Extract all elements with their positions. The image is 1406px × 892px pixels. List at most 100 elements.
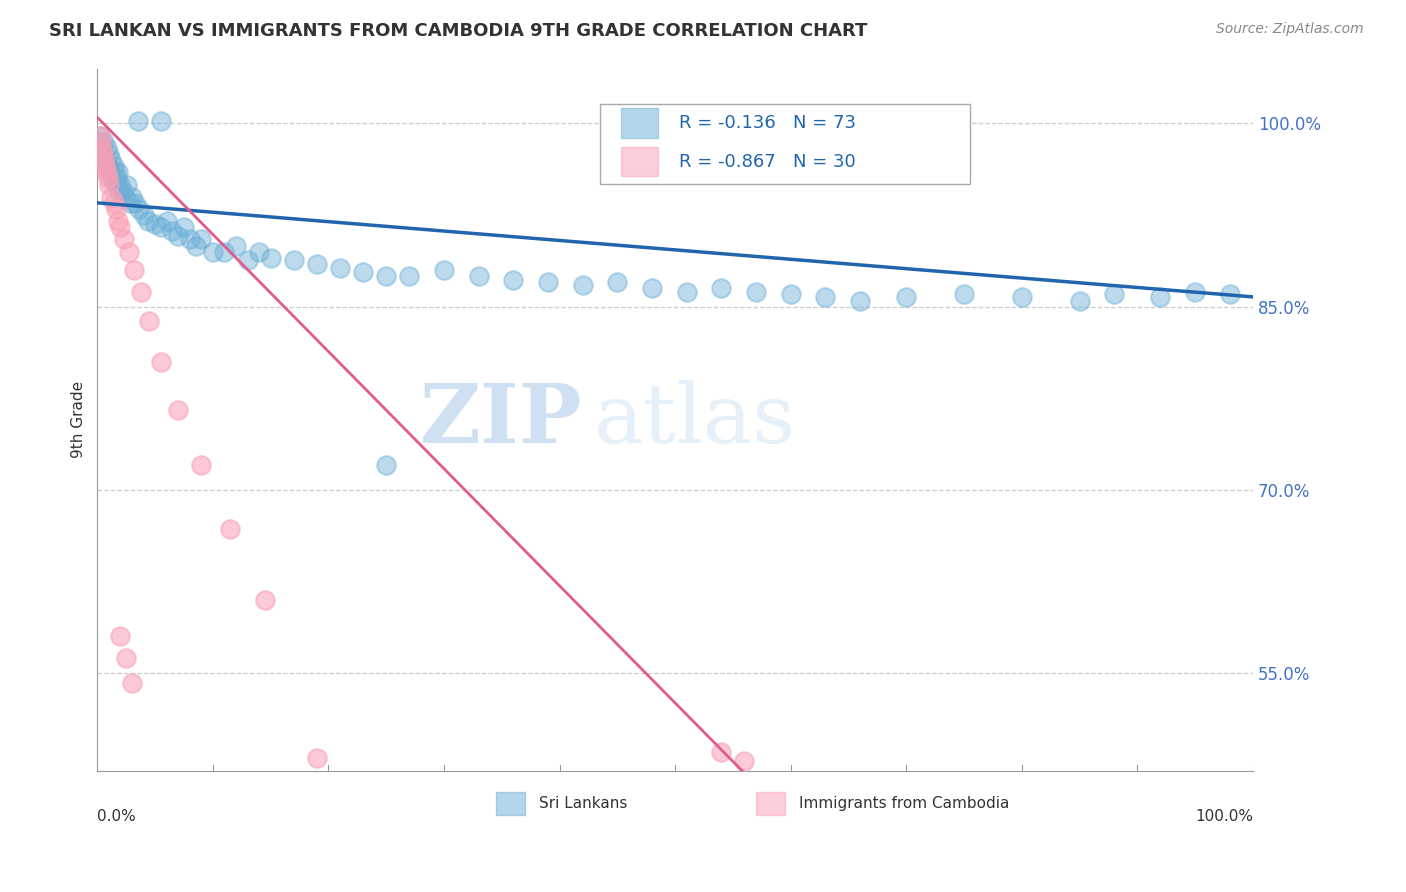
- Point: [253, 592, 276, 607]
- Point: [91, 147, 114, 161]
- Point: [375, 269, 398, 284]
- Point: [201, 244, 224, 259]
- Point: [127, 114, 149, 128]
- Point: [149, 354, 172, 368]
- Point: [89, 128, 111, 143]
- Point: [90, 135, 112, 149]
- Point: [117, 178, 139, 192]
- Point: [225, 238, 247, 252]
- Point: [96, 141, 118, 155]
- Point: [121, 675, 143, 690]
- Point: [1219, 287, 1241, 301]
- Point: [849, 293, 872, 308]
- Point: [136, 214, 159, 228]
- Point: [97, 147, 120, 161]
- Point: [1011, 290, 1033, 304]
- Point: [537, 275, 560, 289]
- Point: [105, 171, 128, 186]
- Point: [124, 195, 146, 210]
- Point: [710, 745, 733, 759]
- Point: [100, 153, 122, 167]
- Point: [467, 269, 489, 284]
- Point: [247, 244, 270, 259]
- Point: [129, 285, 152, 299]
- Point: [89, 128, 111, 143]
- Text: SRI LANKAN VS IMMIGRANTS FROM CAMBODIA 9TH GRADE CORRELATION CHART: SRI LANKAN VS IMMIGRANTS FROM CAMBODIA 9…: [49, 22, 868, 40]
- Point: [107, 165, 129, 179]
- Point: [236, 253, 259, 268]
- Point: [103, 159, 125, 173]
- Point: [260, 251, 283, 265]
- Point: [1069, 293, 1091, 308]
- Point: [91, 144, 114, 158]
- Point: [111, 184, 134, 198]
- Point: [97, 171, 120, 186]
- Point: [91, 147, 114, 161]
- Point: [94, 153, 117, 167]
- Point: [710, 281, 733, 295]
- Point: [352, 265, 374, 279]
- Point: [149, 220, 172, 235]
- Text: Immigrants from Cambodia: Immigrants from Cambodia: [799, 797, 1010, 811]
- Point: [124, 263, 146, 277]
- Point: [103, 195, 125, 210]
- Point: [179, 232, 201, 246]
- Point: [100, 190, 122, 204]
- Point: [305, 751, 328, 765]
- Point: [98, 165, 121, 179]
- Point: [219, 522, 242, 536]
- FancyBboxPatch shape: [496, 792, 524, 815]
- Point: [110, 629, 132, 643]
- Point: [571, 277, 593, 292]
- Point: [97, 159, 120, 173]
- Text: R = -0.136   N = 73: R = -0.136 N = 73: [679, 114, 856, 132]
- Point: [329, 260, 352, 275]
- Point: [121, 190, 143, 204]
- Text: Sri Lankans: Sri Lankans: [538, 797, 627, 811]
- Point: [675, 285, 697, 299]
- Point: [96, 165, 118, 179]
- Point: [283, 253, 305, 268]
- FancyBboxPatch shape: [621, 147, 658, 177]
- Point: [94, 159, 117, 173]
- Point: [305, 257, 328, 271]
- Y-axis label: 9th Grade: 9th Grade: [72, 381, 86, 458]
- Point: [104, 178, 127, 192]
- Point: [398, 269, 420, 284]
- Point: [110, 178, 132, 192]
- Point: [745, 285, 768, 299]
- Point: [433, 263, 456, 277]
- Point: [97, 178, 120, 192]
- Point: [1184, 285, 1206, 299]
- Point: [606, 275, 628, 289]
- Text: 0.0%: 0.0%: [97, 809, 136, 824]
- Point: [162, 224, 184, 238]
- Point: [104, 202, 127, 216]
- Point: [90, 135, 112, 149]
- Point: [108, 184, 131, 198]
- Point: [1102, 287, 1125, 301]
- Point: [896, 290, 918, 304]
- Text: Source: ZipAtlas.com: Source: ZipAtlas.com: [1216, 22, 1364, 37]
- Point: [167, 403, 190, 417]
- Text: R = -0.867   N = 30: R = -0.867 N = 30: [679, 153, 855, 170]
- Point: [104, 165, 127, 179]
- Point: [149, 114, 172, 128]
- Text: ZIP: ZIP: [420, 380, 582, 459]
- Point: [118, 195, 141, 210]
- Point: [214, 244, 236, 259]
- Point: [375, 458, 398, 473]
- Point: [117, 244, 139, 259]
- Point: [167, 228, 190, 243]
- Text: atlas: atlas: [595, 380, 796, 459]
- Point: [91, 141, 114, 155]
- Point: [132, 208, 155, 222]
- Point: [190, 458, 212, 473]
- Point: [115, 651, 138, 665]
- Point: [1149, 290, 1171, 304]
- FancyBboxPatch shape: [756, 792, 785, 815]
- Point: [110, 220, 132, 235]
- Point: [779, 287, 801, 301]
- Text: 100.0%: 100.0%: [1195, 809, 1253, 824]
- Point: [93, 153, 115, 167]
